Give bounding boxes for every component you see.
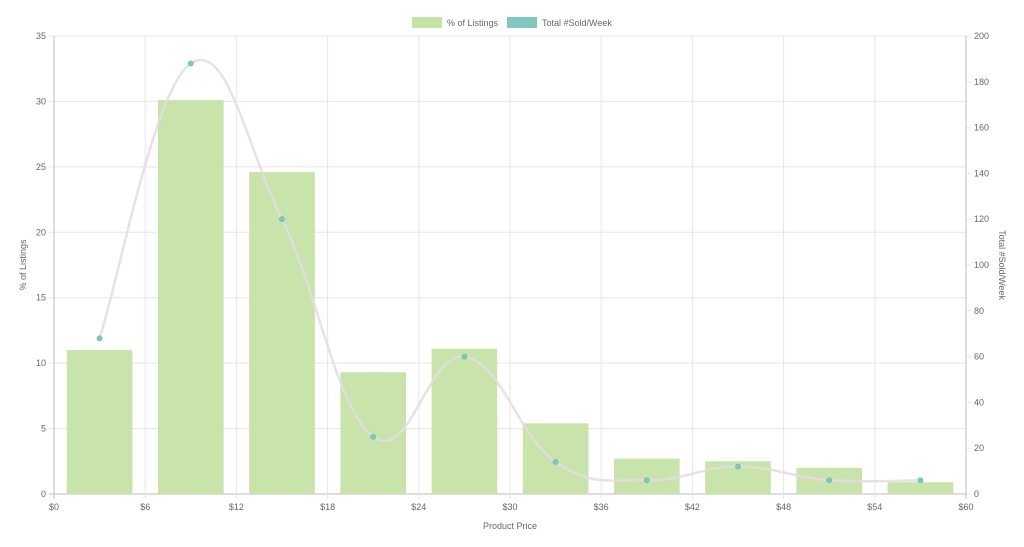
y-tick-label: 15	[36, 293, 46, 303]
y-tick-label: 30	[36, 96, 46, 106]
line-point[interactable]	[96, 335, 103, 342]
bar-series	[66, 100, 954, 495]
x-tick-label: $24	[411, 502, 426, 512]
line-point[interactable]	[643, 477, 650, 484]
x-tick-label: $12	[229, 502, 244, 512]
x-tick-label: $18	[320, 502, 335, 512]
y2-tick-label: 200	[974, 31, 989, 41]
bar[interactable]	[66, 350, 133, 494]
line-point[interactable]	[370, 433, 377, 440]
y2-tick-label: 140	[974, 168, 989, 178]
bar[interactable]	[613, 458, 680, 494]
line-point[interactable]	[735, 463, 741, 470]
line-point[interactable]	[552, 459, 559, 465]
y-tick-label: 10	[36, 358, 46, 368]
legend-swatch-listings[interactable]	[412, 17, 442, 28]
y-axis-title: % of Listings	[18, 239, 28, 291]
x-tick-label: $6	[140, 502, 150, 512]
y2-tick-label: 40	[974, 397, 984, 407]
tick-labels: 0 5 10 15 20 25 30 35 0 20 40 60 80 100 120 140 160 180 20…	[36, 31, 989, 512]
y-tick-label: 25	[36, 162, 46, 172]
line-point[interactable]	[917, 477, 924, 484]
y2-tick-label: 60	[974, 352, 984, 362]
y2-tick-label: 20	[974, 443, 984, 453]
line-point[interactable]	[826, 477, 833, 484]
line-points	[96, 60, 924, 484]
x-tick-label: $54	[867, 502, 882, 512]
y2-tick-label: 80	[974, 306, 984, 316]
y-tick-label: 20	[36, 227, 46, 237]
bar[interactable]	[249, 172, 315, 494]
legend-label-listings[interactable]: % of Listings	[447, 18, 499, 28]
bar[interactable]	[157, 100, 224, 495]
y-tick-label: 5	[41, 424, 46, 434]
line-point[interactable]	[279, 216, 285, 223]
x-axis-title: Product Price	[483, 521, 537, 531]
x-tick-label: $36	[594, 502, 609, 512]
y2-tick-label: 0	[974, 489, 979, 499]
x-tick-label: $42	[685, 502, 700, 512]
x-tick-label: $60	[958, 502, 973, 512]
y-tick-label: 0	[41, 489, 46, 499]
bar[interactable]	[431, 348, 498, 494]
y2-tick-label: 180	[974, 77, 989, 87]
y2-tick-label: 160	[974, 123, 989, 133]
bar[interactable]	[522, 423, 589, 494]
x-tick-label: $48	[776, 502, 791, 512]
y-tick-label: 35	[36, 31, 46, 41]
x-tick-label: $0	[49, 502, 59, 512]
y2-tick-label: 100	[974, 260, 989, 270]
line-point[interactable]	[187, 60, 194, 67]
legend-label-sold[interactable]: Total #Sold/Week	[542, 18, 612, 28]
legend-swatch-sold[interactable]	[507, 17, 537, 28]
bar[interactable]	[887, 482, 954, 494]
y2-axis-title: Total #Sold/Week	[997, 230, 1007, 300]
x-tick-label: $30	[502, 502, 517, 512]
legend[interactable]: % of Listings Total #Sold/Week	[412, 17, 612, 28]
line-point[interactable]	[461, 353, 468, 360]
y2-tick-label: 120	[974, 214, 989, 224]
bar[interactable]	[340, 372, 407, 494]
